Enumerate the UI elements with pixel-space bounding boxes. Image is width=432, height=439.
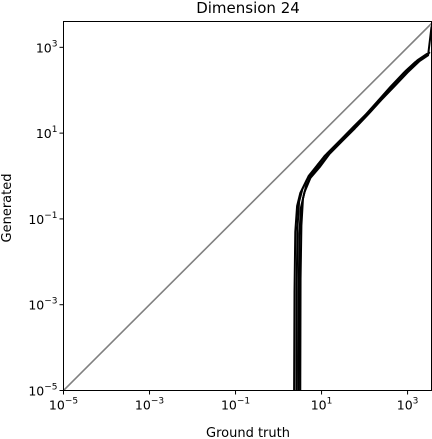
x-tick-label: 103 — [397, 397, 419, 413]
series-line-1 — [293, 55, 426, 391]
x-tick-label: 10−3 — [135, 397, 164, 413]
x-tick-label: 101 — [311, 397, 333, 413]
series-line-4 — [299, 51, 431, 391]
series-line-2 — [295, 52, 428, 391]
series-line-3 — [297, 25, 432, 391]
x-tick-label: 10−1 — [221, 397, 250, 413]
x-tick-label: 10−5 — [49, 397, 78, 413]
y-tick-label: 10−1 — [28, 211, 57, 227]
x-axis-label: Ground truth — [206, 426, 290, 439]
y-tick-label: 101 — [36, 125, 58, 141]
y-tick-label: 10−5 — [28, 383, 57, 399]
y-tick-label: 103 — [36, 39, 58, 55]
chart-title: Dimension 24 — [196, 0, 300, 17]
y-axis-label: Generated — [0, 174, 15, 243]
reference-diagonal-line — [63, 22, 432, 391]
y-tick-label: 10−3 — [28, 297, 57, 313]
